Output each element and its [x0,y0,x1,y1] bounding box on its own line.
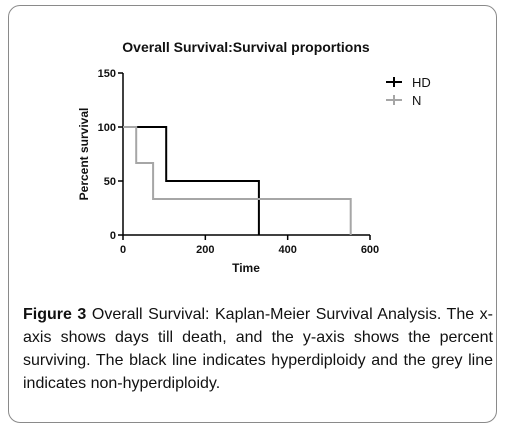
figure-caption: Figure 3 Overall Survival: Kaplan-Meier … [23,303,493,395]
x-tick-label: 0 [120,244,126,256]
survival-chart: Overall Survival:Survival proportions Pe… [77,39,431,275]
figure-frame [8,5,497,423]
caption-text: Overall Survival: Kaplan-Meier Survival … [23,306,494,392]
legend-label-n: N [412,93,421,108]
chart-title: Overall Survival:Survival proportions [122,39,370,55]
caption-label: Figure 3 [23,306,87,323]
series-line-n [123,126,352,235]
series-line-hd [123,126,260,235]
x-tick-label: 400 [278,244,296,256]
y-tick-label: 150 [98,68,116,80]
legend: HD N [386,75,431,108]
x-tick-label: 600 [361,244,379,256]
axes: 0 50 100 150 0 200 400 600 [98,68,380,256]
legend-label-hd: HD [412,75,431,90]
y-axis-label: Percent survival [77,108,91,201]
y-tick-label: 0 [110,230,116,242]
x-tick-label: 200 [196,244,214,256]
y-tick-label: 100 [98,122,116,134]
y-tick-label: 50 [104,176,116,188]
series-layer [123,126,352,235]
x-axis-label: Time [232,261,260,275]
